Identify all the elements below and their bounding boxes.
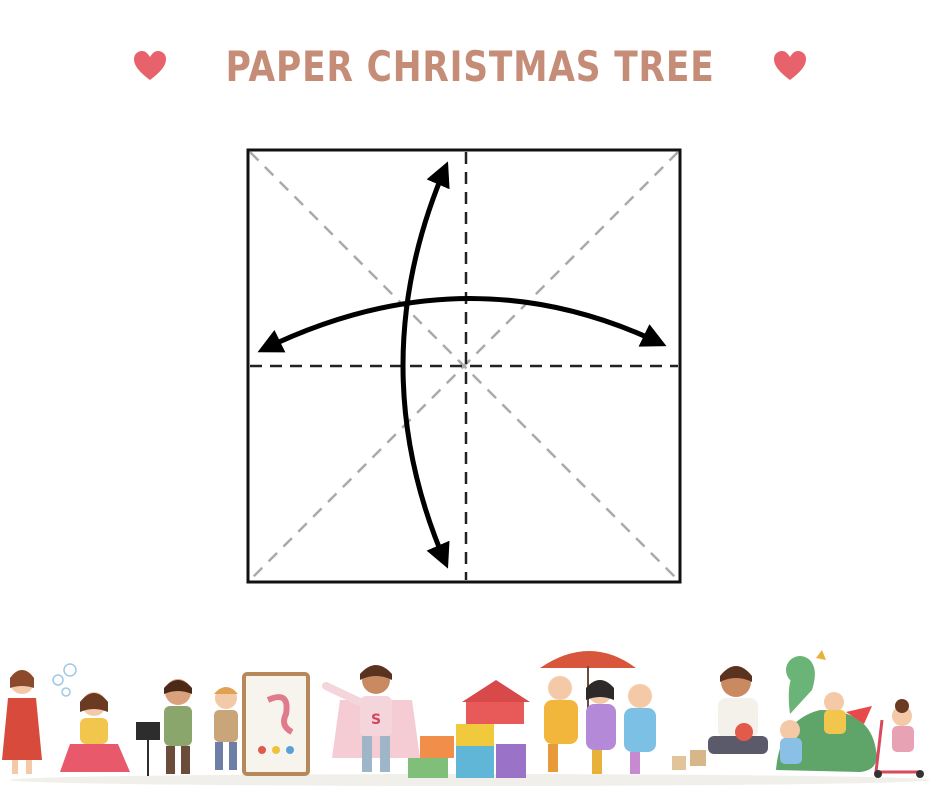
horizontal-fold-arrow (257, 295, 667, 353)
heart-icon (133, 51, 166, 80)
child-figure (2, 663, 77, 774)
page-title: PAPER CHRISTMAS TREE (225, 41, 715, 91)
child-figure (60, 692, 130, 772)
child-figure: S (322, 665, 420, 772)
children-illustration: S (2, 650, 930, 786)
diagonal-crease (249, 151, 679, 581)
title-row: PAPER CHRISTMAS TREE (0, 36, 940, 96)
child-figure (540, 651, 656, 774)
child-figure (874, 699, 924, 778)
fold-diagram (246, 148, 682, 584)
heart-icon (774, 51, 807, 80)
toy-blocks (408, 680, 530, 778)
child-figure (672, 666, 768, 770)
child-figure (776, 650, 877, 772)
vertical-fold-arrow (400, 161, 450, 569)
child-figure (214, 672, 310, 776)
svg-text:S: S (371, 712, 381, 728)
child-figure (136, 679, 192, 776)
